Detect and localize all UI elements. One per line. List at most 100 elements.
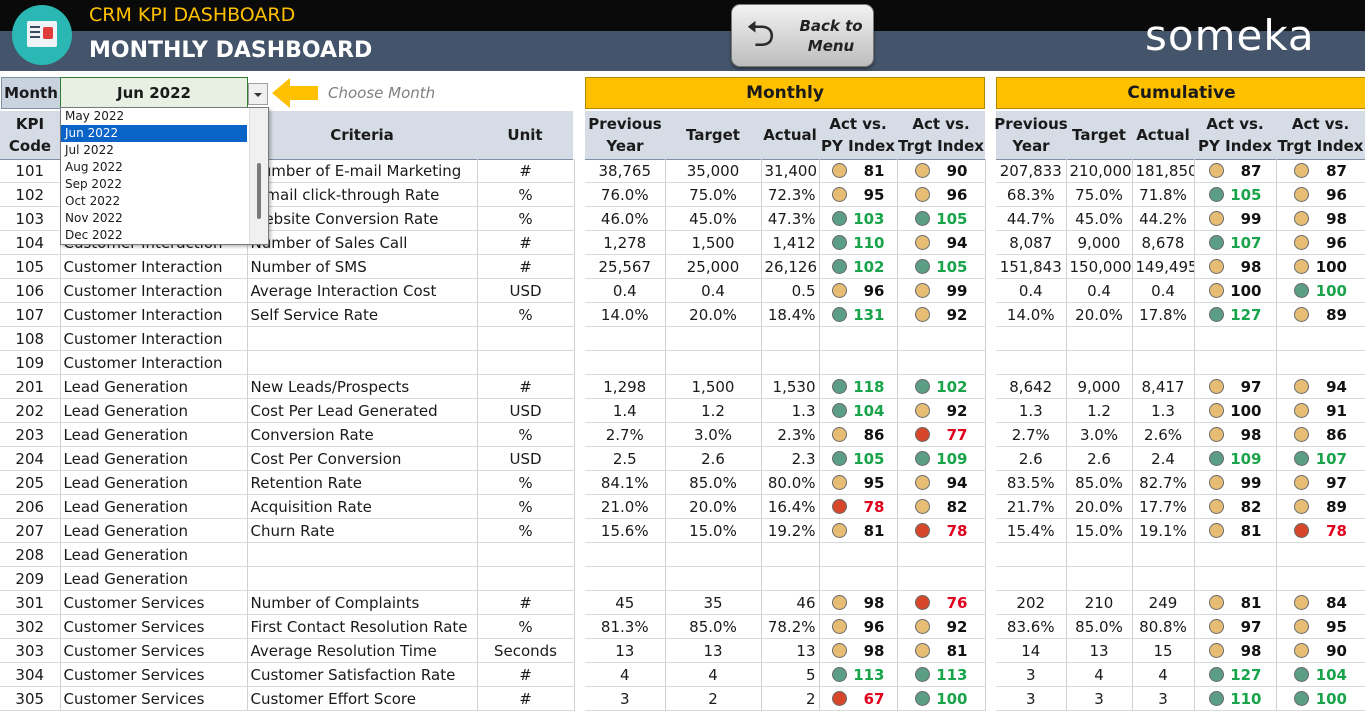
status-dot-icon — [1208, 667, 1224, 682]
cumulative-previous-year-cell: 8,087 — [996, 230, 1067, 255]
monthly-previous-year-cell: 3 — [585, 686, 666, 711]
table-row — [585, 566, 986, 591]
index-value: 105 — [1230, 185, 1262, 204]
index-value: 95 — [1326, 617, 1347, 636]
monthly-act-vs-py-cell: 95 — [819, 470, 898, 495]
status-dot-icon — [1208, 283, 1224, 298]
monthly-previous-year-cell: 15.6% — [585, 518, 666, 543]
dropdown-option[interactable]: Jul 2022 — [65, 143, 114, 157]
col-monthly-previous-year: Previous Year — [588, 115, 662, 155]
index-value: 104 — [1315, 665, 1347, 684]
table-row: 202 Lead Generation Cost Per Lead Generate… — [0, 398, 575, 423]
table-row: 14.0% 20.0% 17.8% 127 89 — [996, 302, 1365, 327]
monthly-actual-cell: 46 — [761, 590, 820, 615]
status-dot-icon — [1294, 379, 1309, 394]
cumulative-table: 207,833 210,000 181,850 87 87 68.3% 75.0% 71.8%… — [996, 159, 1365, 711]
status-dot-icon — [1294, 403, 1309, 418]
monthly-table: 38,765 35,000 31,400 81 90 76.0% 75.0% 72.3% 95 9… — [585, 159, 986, 711]
cumulative-actual-cell: 15 — [1132, 638, 1195, 663]
dropdown-scrollbar[interactable] — [249, 108, 268, 244]
monthly-actual-cell: 5 — [761, 662, 820, 687]
table-row: 44.7% 45.0% 44.2% 99 98 — [996, 206, 1365, 231]
table-row: 203 Lead Generation Conversion Rate% — [0, 422, 575, 447]
table-row: 301 Customer Services Number of Complaints… — [0, 590, 575, 615]
status-dot-icon — [914, 499, 930, 514]
category-cell: Customer Interaction — [60, 254, 248, 279]
table-row: 2.7% 3.0% 2.3% 86 77 — [585, 422, 986, 447]
cumulative-target-cell: 210 — [1066, 590, 1133, 615]
monthly-act-vs-trgt-cell: 92 — [897, 302, 986, 327]
monthly-target-cell: 15.0% — [665, 518, 762, 543]
col-kpi-code: KPI Code — [8, 115, 52, 155]
dropdown-option[interactable]: Dec 2022 — [65, 228, 123, 242]
category-cell: Lead Generation — [60, 446, 248, 471]
status-dot-icon — [1208, 475, 1224, 490]
table-row — [996, 542, 1365, 567]
cumulative-target-cell: 150,000 — [1066, 254, 1133, 279]
table-row: 2.6 2.6 2.4 109 107 — [996, 446, 1365, 471]
criteria-cell — [247, 542, 478, 567]
index-value: 87 — [1326, 161, 1347, 180]
month-select[interactable]: Jun 2022 — [60, 77, 248, 109]
index-value: 92 — [946, 305, 968, 324]
status-dot-icon — [914, 211, 930, 226]
month-dropdown-button[interactable] — [248, 83, 268, 105]
back-to-menu-button[interactable]: ⮌ Back to Menu — [731, 4, 874, 67]
index-value: 127 — [1230, 665, 1262, 684]
monthly-act-vs-trgt-cell — [897, 350, 986, 375]
status-dot-icon — [1294, 523, 1309, 538]
index-value: 96 — [1326, 185, 1347, 204]
category-cell: Customer Interaction — [60, 302, 248, 327]
dropdown-option[interactable]: Jun 2022 — [61, 125, 247, 142]
index-value: 77 — [946, 425, 968, 444]
status-dot-icon — [914, 283, 930, 298]
cumulative-previous-year-cell: 15.4% — [996, 518, 1067, 543]
dropdown-option[interactable]: Oct 2022 — [65, 194, 121, 208]
month-dropdown-list[interactable]: May 2022 Jun 2022 Jul 2022 Aug 2022 Sep 2022… — [60, 107, 269, 245]
cumulative-act-vs-trgt-cell: 100 — [1276, 686, 1365, 711]
monthly-act-vs-trgt-cell: 90 — [897, 159, 986, 183]
cumulative-previous-year-cell — [996, 566, 1067, 591]
dropdown-option[interactable]: Aug 2022 — [65, 160, 123, 174]
category-cell: Customer Services — [60, 590, 248, 615]
monthly-previous-year-cell: 1,278 — [585, 230, 666, 255]
monthly-previous-year-cell: 13 — [585, 638, 666, 663]
monthly-actual-cell — [761, 350, 820, 375]
criteria-cell: Conversion Rate — [247, 422, 478, 447]
cumulative-act-vs-trgt-cell: 87 — [1276, 159, 1365, 183]
status-dot-icon — [831, 163, 847, 178]
monthly-act-vs-py-cell: 81 — [819, 159, 898, 183]
unit-cell: # — [477, 159, 575, 183]
table-row: 202 210 249 81 84 — [996, 590, 1365, 615]
cumulative-act-vs-trgt-cell: 98 — [1276, 206, 1365, 231]
status-dot-icon — [831, 187, 847, 202]
cumulative-previous-year-cell: 2.7% — [996, 422, 1067, 447]
status-dot-icon — [1208, 163, 1224, 178]
status-dot-icon — [831, 307, 847, 322]
unit-cell: % — [477, 302, 575, 327]
table-row: 2.7% 3.0% 2.6% 98 86 — [996, 422, 1365, 447]
dropdown-option[interactable]: Nov 2022 — [65, 211, 123, 225]
monthly-act-vs-py-cell: 104 — [819, 398, 898, 423]
dropdown-option[interactable]: Sep 2022 — [65, 177, 122, 191]
cumulative-actual-cell — [1132, 566, 1195, 591]
app-title: CRM KPI DASHBOARD — [89, 4, 296, 26]
status-dot-icon — [914, 523, 930, 538]
table-row: 76.0% 75.0% 72.3% 95 96 — [585, 182, 986, 207]
unit-cell: # — [477, 230, 575, 255]
table-row: 14.0% 20.0% 18.4% 131 92 — [585, 302, 986, 327]
table-row: 83.6% 85.0% 80.8% 97 95 — [996, 614, 1365, 639]
cumulative-act-vs-py-cell: 127 — [1194, 302, 1277, 327]
monthly-act-vs-trgt-cell: 77 — [897, 422, 986, 447]
status-dot-icon — [1208, 523, 1224, 538]
status-dot-icon — [831, 427, 847, 442]
monthly-act-vs-trgt-cell: 94 — [897, 230, 986, 255]
category-cell: Lead Generation — [60, 422, 248, 447]
category-cell: Customer Services — [60, 614, 248, 639]
status-dot-icon — [1208, 595, 1224, 610]
kpi-code-cell: 301 — [0, 590, 61, 615]
unit-cell: % — [477, 422, 575, 447]
table-row: 103 Website Conversion Rate% — [0, 206, 575, 231]
index-value: 109 — [936, 449, 968, 468]
dropdown-option[interactable]: May 2022 — [65, 109, 125, 123]
